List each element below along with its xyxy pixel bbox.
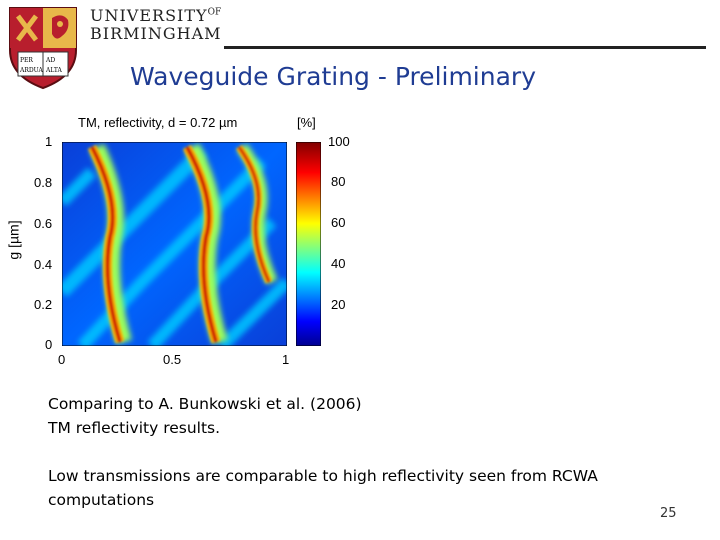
reflectivity-heatmap xyxy=(62,142,287,346)
comparison-note: Comparing to A. Bunkowski et al. (2006) … xyxy=(48,392,362,440)
comparison-note-line1: Comparing to A. Bunkowski et al. (2006) xyxy=(48,395,362,413)
x-tick-label: 1 xyxy=(282,352,290,367)
colorbar-tick-label: 100 xyxy=(328,134,350,149)
colorbar-tick-label: 80 xyxy=(331,174,346,189)
colorbar-tick-label: 20 xyxy=(331,297,346,312)
y-tick-label: 0.4 xyxy=(34,257,53,272)
colorbar-unit-label: [%] xyxy=(297,115,316,130)
y-tick-label: 1 xyxy=(45,134,53,149)
svg-text:AD: AD xyxy=(45,57,55,64)
university-name-line2: BIRMINGHAM xyxy=(90,24,222,43)
comparison-note-line2: TM reflectivity results. xyxy=(48,419,221,437)
y-tick-label: 0.8 xyxy=(34,175,53,190)
transmission-note: Low transmissions are comparable to high… xyxy=(48,467,598,509)
page-number: 25 xyxy=(660,506,677,521)
university-name-line1: UNIVERSITYOF xyxy=(90,6,222,25)
x-tick-label: 0.5 xyxy=(163,352,182,367)
x-tick-label: 0 xyxy=(58,352,66,367)
university-crest-icon: PER AD ARDUA ALTA xyxy=(9,7,77,90)
y-tick-label: 0.2 xyxy=(34,297,53,312)
colorbar xyxy=(296,142,321,346)
svg-text:ALTA: ALTA xyxy=(45,67,63,74)
colorbar-tick-label: 60 xyxy=(331,215,346,230)
plot-title: TM, reflectivity, d = 0.72 µm xyxy=(78,115,238,130)
colorbar-tick-label: 40 xyxy=(331,256,346,271)
svg-text:ARDUA: ARDUA xyxy=(19,67,44,74)
y-tick-label: 0 xyxy=(45,337,53,352)
y-tick-label: 0.6 xyxy=(34,216,53,231)
y-axis-label: g [µm] xyxy=(5,220,22,260)
svg-text:PER: PER xyxy=(20,57,33,64)
slide-title: Waveguide Grating - Preliminary xyxy=(130,62,536,91)
header-rule xyxy=(224,46,706,49)
